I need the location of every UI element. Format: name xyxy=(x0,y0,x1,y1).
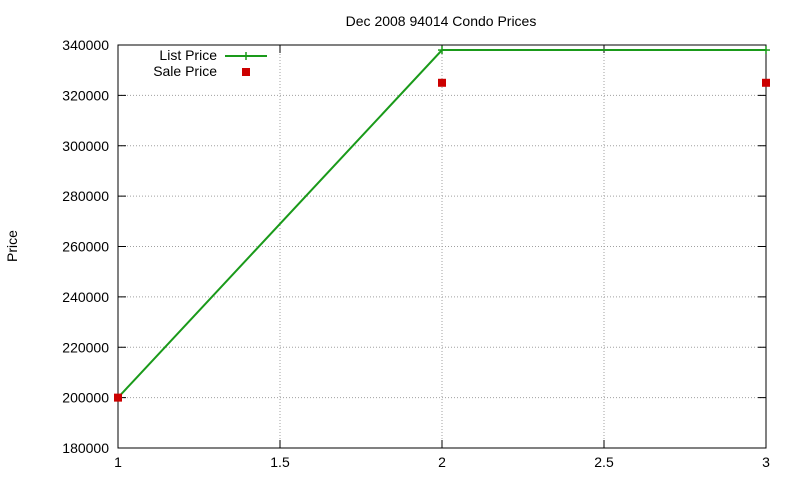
sale-price-point xyxy=(438,78,446,87)
legend-sample-marker xyxy=(242,52,250,60)
sale-price-point xyxy=(762,78,770,87)
legend-label: List Price xyxy=(159,47,217,63)
list-price-point xyxy=(438,46,446,55)
x-tick-label: 2 xyxy=(438,454,446,470)
y-tick-label: 180000 xyxy=(62,440,109,456)
y-tick-label: 320000 xyxy=(62,87,109,103)
y-axis-label: Price xyxy=(4,230,20,262)
y-tick-label: 300000 xyxy=(62,138,109,154)
y-tick-label: 260000 xyxy=(62,239,109,255)
y-tick-label: 240000 xyxy=(62,289,109,305)
y-tick-label: 340000 xyxy=(62,37,109,53)
series-layer xyxy=(114,46,770,402)
x-tick-label: 2.5 xyxy=(594,454,614,470)
x-tick-label: 3 xyxy=(762,454,770,470)
x-tick-label: 1.5 xyxy=(270,454,290,470)
chart-title: Dec 2008 94014 Condo Prices xyxy=(346,13,537,29)
grid xyxy=(118,45,766,448)
sale-price-point xyxy=(114,393,122,402)
x-tick-label: 1 xyxy=(114,454,122,470)
y-tick-label: 200000 xyxy=(62,390,109,406)
y-tick-label: 280000 xyxy=(62,188,109,204)
ticks: 180000 200000 220000 240000 260000 280000 3000… xyxy=(62,37,770,470)
list-price-point xyxy=(762,46,770,55)
legend-label: Sale Price xyxy=(153,63,217,79)
legend-sample-marker xyxy=(242,68,250,76)
y-tick-label: 220000 xyxy=(62,339,109,355)
